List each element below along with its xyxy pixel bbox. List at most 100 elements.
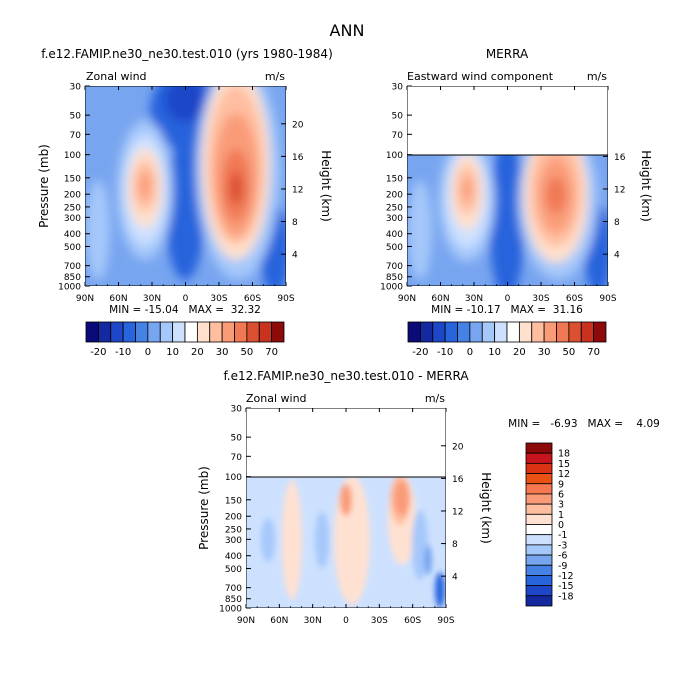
y-tick-label: 700: [64, 262, 81, 272]
colorbar-swatch: [518, 321, 533, 343]
panel-diff-ylabel-right: Height (km): [479, 472, 493, 543]
colorbar-swatch: [110, 321, 124, 343]
colorbar-label: -1: [558, 530, 567, 541]
y-tick-label: 400: [225, 552, 242, 562]
colorbar-label: 20: [513, 347, 526, 358]
y-tick-label: 30: [392, 83, 404, 93]
y-tick-label: 500: [64, 243, 81, 253]
panel-diff: f.e12.FAMIP.ne30_ne30.test.010 - MERRA Z…: [197, 369, 660, 626]
y-tick-label: 500: [386, 243, 403, 253]
colorbar-label: 30: [538, 347, 551, 358]
x-tick-label: 60N: [270, 616, 288, 626]
x-tick-label: 0: [343, 616, 349, 626]
y-tick-label: 50: [231, 434, 243, 444]
panel-merra-units: m/s: [587, 70, 607, 83]
colorbar-swatch: [469, 321, 483, 343]
colorbar-swatch: [444, 321, 458, 343]
colorbar-label: 12: [558, 469, 570, 480]
colorbar-swatch: [543, 321, 557, 343]
x-tick-label: 30N: [465, 294, 483, 304]
x-tick-label: 30N: [143, 294, 161, 304]
colorbar-label: 0: [558, 520, 564, 531]
y-tick-label: 100: [64, 151, 81, 161]
panel-model-ylabel: Pressure (mb): [37, 144, 51, 228]
colorbar-swatch: [209, 321, 223, 343]
x-tick-label: 90N: [237, 616, 255, 626]
y-tick-label: 850: [225, 595, 242, 605]
y-tick-label: 300: [225, 536, 242, 546]
x-tick-label: 90S: [437, 616, 454, 626]
colorbar-label: -6: [558, 551, 567, 562]
panel-merra: MERRA Eastward wind component m/s: [380, 47, 653, 316]
panel-diff-ylabel: Pressure (mb): [197, 466, 211, 550]
y-tick-label: 200: [64, 191, 81, 201]
colorbar-model: -20 -10 0 10 20 30 50 70: [85, 321, 285, 358]
x-tick-label: 0: [183, 294, 189, 304]
height-tick-label: 12: [292, 185, 303, 195]
height-tick-label: 16: [452, 475, 464, 485]
height-tick-label: 4: [614, 251, 620, 261]
colorbar-swatch: [221, 321, 235, 343]
panel-merra-axis-ticks: 90N 60N 30N 0 30S 60S 90S 30 50 70 100 150 200 250300…: [380, 83, 626, 305]
panel-merra-stats: MIN = -10.17 MAX = 31.16: [431, 304, 583, 316]
height-tick-label: 8: [452, 540, 458, 550]
y-tick-label: 1000: [58, 283, 81, 293]
colorbar-label: 30: [216, 347, 229, 358]
y-tick-label: 250: [386, 203, 403, 213]
y-tick-label: 300: [64, 214, 81, 224]
colorbar-label: 0: [467, 347, 473, 358]
panel-merra-field: [407, 86, 608, 286]
colorbar-label: 10: [488, 347, 501, 358]
height-tick-label: 16: [614, 153, 626, 163]
height-tick-label: 8: [614, 218, 620, 228]
colorbar-swatch: [525, 534, 553, 546]
height-tick-label: 12: [452, 507, 463, 517]
y-tick-label: 400: [386, 230, 403, 240]
colorbar-swatch: [525, 462, 553, 474]
colorbar-swatch: [97, 321, 112, 343]
colorbar-label: 70: [265, 347, 278, 358]
panel-diff-units: m/s: [425, 392, 445, 405]
colorbar-swatch: [525, 452, 553, 464]
colorbar-label: 10: [166, 347, 179, 358]
colorbar-swatch: [568, 321, 582, 343]
height-tick-label: 20: [292, 120, 304, 130]
panel-model-units: m/s: [265, 70, 285, 83]
colorbar-swatch: [494, 321, 508, 343]
colorbar-swatch: [135, 321, 149, 343]
colorbar-label: 15: [558, 459, 570, 470]
panel-model-axis-ticks: 90N 60N 30N 0 30S 60S 90S 30 50 70 100 150 200 250300…: [58, 83, 304, 305]
colorbar-label: 1: [558, 510, 564, 521]
y-tick-label: 500: [225, 565, 242, 575]
colorbar-label: -10: [437, 347, 453, 358]
colorbar-swatch: [481, 321, 496, 343]
y-tick-label: 30: [231, 405, 243, 415]
colorbar-swatch: [196, 321, 211, 343]
colorbar-label: -12: [558, 571, 574, 582]
panel-diff-title: f.e12.FAMIP.ne30_ne30.test.010 - MERRA: [223, 369, 469, 383]
colorbar-label: -3: [558, 540, 567, 551]
colorbar-label: -18: [558, 591, 574, 602]
y-tick-label: 850: [64, 273, 81, 283]
colorbar-label: 18: [558, 449, 570, 460]
y-tick-label: 200: [386, 191, 403, 201]
colorbar-swatch: [172, 321, 186, 343]
colorbar-swatch: [159, 321, 174, 343]
colorbar-swatch: [525, 483, 553, 495]
colorbar-swatch: [525, 575, 553, 587]
colorbar-swatch: [122, 321, 136, 343]
y-tick-label: 700: [225, 584, 242, 594]
colorbar-label: 3: [558, 500, 564, 511]
colorbar-swatch: [85, 321, 99, 343]
colorbar-swatch: [580, 321, 595, 343]
colorbar-label: 20: [191, 347, 204, 358]
x-tick-label: 90S: [599, 294, 616, 304]
y-tick-label: 70: [70, 131, 82, 141]
x-tick-label: 30S: [532, 294, 549, 304]
colorbar-label: -20: [90, 347, 106, 358]
colorbar-swatch: [525, 585, 553, 597]
x-tick-label: 90S: [277, 294, 294, 304]
colorbar-swatch: [525, 554, 553, 566]
colorbar-swatch: [525, 503, 553, 515]
